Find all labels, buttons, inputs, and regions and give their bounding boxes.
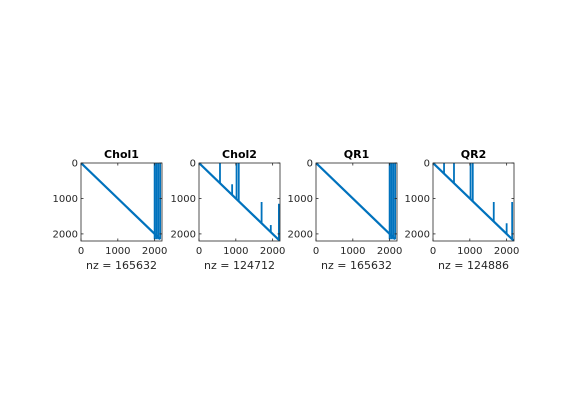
x-tick-label: 1000 [223, 246, 248, 257]
spy-panel-2: 0 0 1000 1000 2000 2000 Chol2 nz = 124712 [171, 148, 286, 272]
diagonal-nonzeros [316, 163, 396, 241]
x-tick-label: 1000 [457, 246, 482, 257]
panel-title: QR1 [344, 148, 369, 161]
spy-marks [433, 163, 514, 241]
x-tick-label: 0 [196, 246, 202, 257]
y-tick-label: 1000 [288, 194, 313, 205]
x-tick-label: 2000 [142, 246, 167, 257]
y-tick-label: 2000 [171, 229, 196, 240]
y-tick-label: 0 [307, 159, 313, 170]
nz-count-label: nz = 124886 [438, 259, 509, 272]
x-tick-label: 0 [313, 246, 319, 257]
diagonal-nonzeros [433, 163, 514, 241]
y-tick-label: 0 [72, 159, 78, 170]
x-tick-label: 1000 [340, 246, 365, 257]
x-tick-label: 2000 [494, 246, 519, 257]
spy-marks [81, 163, 162, 241]
spy-panel-1: 0 0 1000 1000 2000 2000 Chol1 nz = 165632 [53, 148, 168, 272]
y-tick-label: 2000 [288, 229, 313, 240]
nz-count-label: nz = 165632 [321, 259, 392, 272]
nz-count-label: nz = 165632 [86, 259, 157, 272]
y-tick-label: 2000 [405, 229, 430, 240]
nz-count-label: nz = 124712 [204, 259, 275, 272]
y-tick-label: 2000 [53, 229, 78, 240]
axes-box [432, 162, 515, 242]
diagonal-nonzeros [81, 163, 161, 241]
x-tick-label: 0 [78, 246, 84, 257]
x-tick-label: 1000 [105, 246, 130, 257]
spy-marks [199, 163, 280, 241]
spy-panel-3: 0 0 1000 1000 2000 2000 QR1 nz = 165632 [288, 148, 403, 272]
y-tick-label: 0 [190, 159, 196, 170]
panel-title: Chol1 [104, 148, 139, 161]
x-tick-label: 2000 [260, 246, 285, 257]
panel-title: QR2 [461, 148, 486, 161]
axes-box [198, 162, 281, 242]
x-tick-label: 0 [430, 246, 436, 257]
y-tick-label: 1000 [53, 194, 78, 205]
spy-panel-4: 0 0 1000 1000 2000 2000 QR2 nz = 124886 [405, 148, 520, 272]
y-tick-label: 0 [424, 159, 430, 170]
y-tick-label: 1000 [405, 194, 430, 205]
diagonal-nonzeros [199, 163, 280, 241]
x-tick-label: 2000 [377, 246, 402, 257]
panel-title: Chol2 [222, 148, 257, 161]
axes-box [315, 162, 398, 242]
y-tick-label: 1000 [171, 194, 196, 205]
axes-box [80, 162, 163, 242]
spy-marks [316, 163, 397, 241]
